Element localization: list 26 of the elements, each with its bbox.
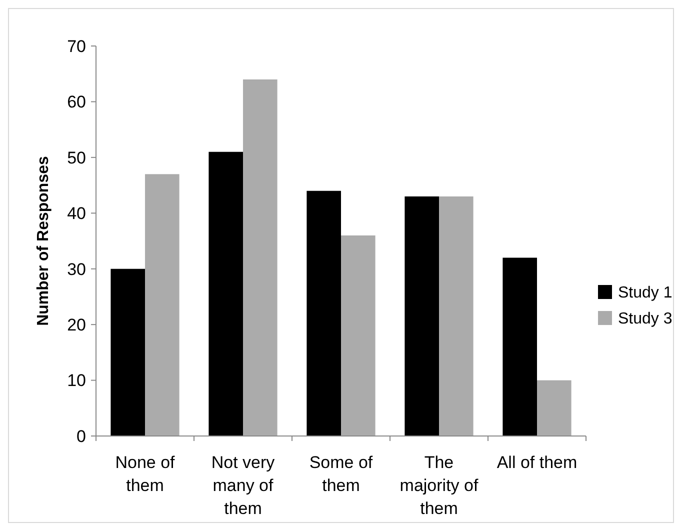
bar <box>145 174 180 436</box>
x-tick-label: Some of them <box>309 453 373 495</box>
y-tick-label: 60 <box>67 92 86 112</box>
y-tick-label: 50 <box>67 148 86 168</box>
bar <box>404 196 439 436</box>
bar <box>110 268 145 436</box>
bar <box>306 190 341 436</box>
bar <box>537 380 572 436</box>
legend-label: Study 3 <box>618 310 672 328</box>
bar <box>439 196 474 436</box>
x-tick-label: All of them <box>496 453 578 472</box>
bar <box>502 258 537 436</box>
y-axis-title: Number of Responses <box>35 156 52 326</box>
bar <box>208 152 243 436</box>
y-tick-label: 70 <box>67 36 86 56</box>
y-tick-label: 40 <box>67 204 86 224</box>
y-tick-label: 0 <box>76 426 86 446</box>
y-tick-label: 20 <box>67 316 86 335</box>
legend-label: Study 1 <box>618 284 672 302</box>
y-tick-label: 30 <box>67 260 86 279</box>
x-tick-label: Not very many of them <box>211 453 276 518</box>
x-tick-label: None of them <box>115 453 176 495</box>
y-tick-label: 10 <box>67 371 86 390</box>
x-tick-label: The majority of them <box>400 453 478 518</box>
bar <box>243 79 278 436</box>
bar <box>341 235 376 436</box>
